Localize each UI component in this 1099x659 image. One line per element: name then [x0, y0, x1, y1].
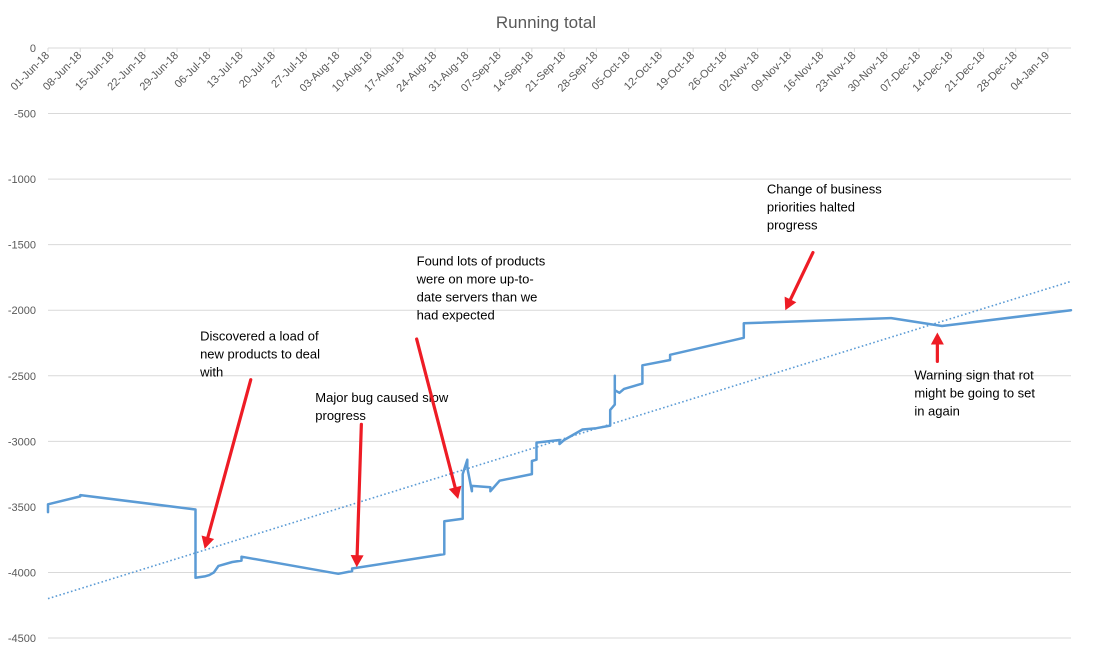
series [46, 308, 1073, 579]
annotation-text-3: Change of business priorities halted progr… [767, 182, 882, 233]
y-tick-label: -3000 [8, 436, 36, 448]
annotations: Discovered a load of new products to deal… [199, 182, 1035, 568]
annotation-text-2: Found lots of products were on more up-to… [416, 254, 546, 323]
trendline [47, 280, 1072, 600]
arrow-shaft [206, 378, 253, 539]
arrow-shaft [788, 250, 815, 302]
annotation-line: were on more up-to- [416, 272, 534, 287]
y-tick-label: -3500 [8, 502, 36, 514]
annotation-line: Major bug caused slow [315, 390, 449, 405]
trendline-dotted [47, 280, 1072, 600]
annotation-line: new products to deal [200, 346, 320, 361]
y-tick-label: -1500 [8, 240, 36, 252]
annotation-line: with [199, 364, 223, 379]
y-tick-label: -500 [14, 109, 36, 121]
annotation-arrow-1 [350, 422, 364, 568]
x-axis-tick-labels: 01-Jun-1808-Jun-1815-Jun-1822-Jun-1829-J… [9, 48, 1052, 94]
arrow-head [930, 332, 944, 345]
annotation-line: had expected [417, 308, 495, 323]
annotation-line: Warning sign that rot [914, 368, 1034, 383]
y-tick-label: -2500 [8, 371, 36, 383]
y-tick-label: -1000 [8, 174, 36, 186]
annotation-text-1: Major bug caused slow progress [315, 390, 449, 423]
chart-title: Running total [496, 13, 596, 32]
gridlines [48, 47, 1071, 639]
y-tick-label: -4000 [8, 567, 36, 579]
y-axis-tick-labels: 0 -500 -1000 -1500 -2000 -2500 -3000 -3500 -4000… [8, 43, 36, 645]
annotation-line: Found lots of products [417, 254, 546, 269]
annotation-line: Discovered a load of [200, 328, 319, 343]
annotation-line: Change of business [767, 182, 882, 197]
annotation-line: might be going to set [914, 386, 1035, 401]
annotation-text-0: Discovered a load of new products to deal… [199, 328, 320, 379]
y-tick-label: -2000 [8, 305, 36, 317]
arrow-head [448, 485, 462, 500]
annotation-line: progress [767, 218, 818, 233]
annotation-line: priorities halted [767, 200, 855, 215]
series-line-0 [46, 308, 1073, 579]
annotation-arrow-0 [201, 378, 253, 549]
arrow-head [350, 554, 364, 568]
y-tick-label: -4500 [8, 633, 36, 645]
arrow-shaft [355, 422, 363, 557]
y-tick-label: 0 [30, 43, 36, 55]
arrow-head [201, 535, 215, 549]
annotation-line: date servers than we [417, 290, 538, 305]
annotation-line: progress [315, 408, 366, 423]
annotation-arrow-4 [930, 332, 944, 363]
annotation-arrow-2 [415, 337, 462, 500]
arrow-head [784, 296, 797, 311]
annotation-line: in again [914, 404, 960, 419]
annotation-text-4: Warning sign that rot might be going to s… [914, 368, 1035, 419]
arrow-shaft [415, 337, 457, 490]
annotation-arrow-3 [784, 250, 815, 311]
